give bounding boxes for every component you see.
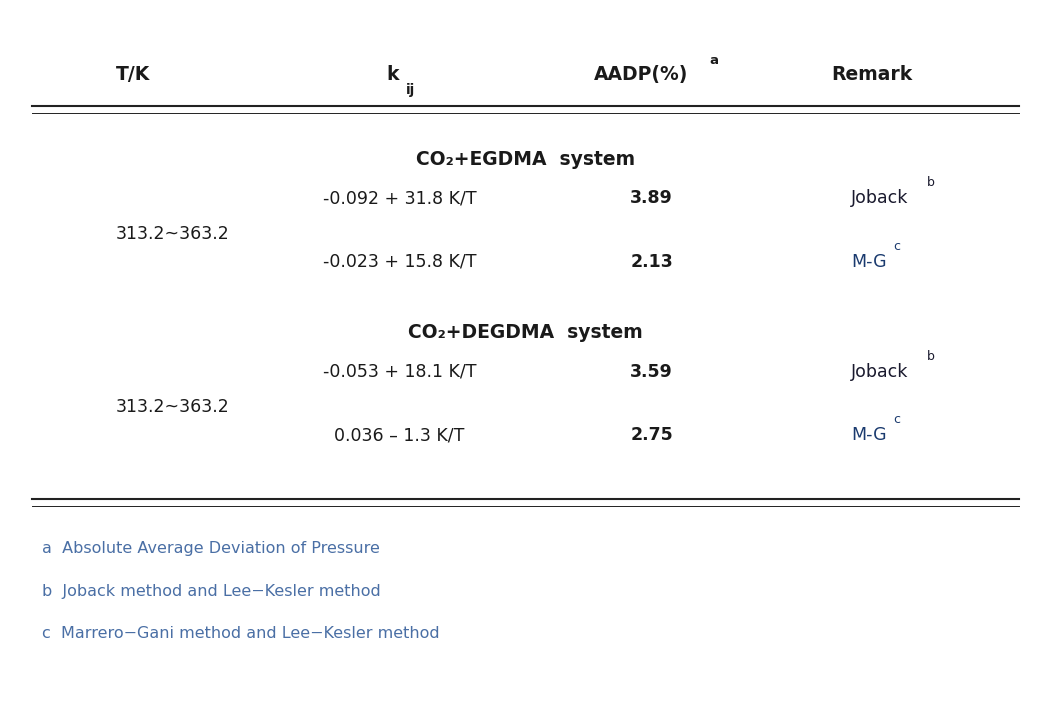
Text: 313.2~363.2: 313.2~363.2	[116, 224, 229, 243]
Text: b: b	[927, 176, 934, 189]
Text: Joback: Joback	[851, 362, 909, 381]
Text: 2.75: 2.75	[631, 426, 673, 445]
Text: a: a	[709, 54, 719, 67]
Text: -0.092 + 31.8 K/T: -0.092 + 31.8 K/T	[323, 189, 476, 207]
Text: T/K: T/K	[116, 65, 150, 84]
Text: 2.13: 2.13	[631, 253, 673, 271]
Text: 3.89: 3.89	[631, 189, 673, 207]
Text: b  Joback method and Lee−Kesler method: b Joback method and Lee−Kesler method	[42, 583, 380, 599]
Text: 313.2~363.2: 313.2~363.2	[116, 398, 229, 416]
Text: AADP(%): AADP(%)	[594, 65, 688, 84]
Text: M-G: M-G	[851, 253, 887, 271]
Text: k: k	[387, 65, 399, 84]
Text: b: b	[927, 350, 934, 362]
Text: ij: ij	[406, 83, 415, 97]
Text: Joback: Joback	[851, 189, 909, 207]
Text: -0.053 + 18.1 K/T: -0.053 + 18.1 K/T	[323, 362, 476, 381]
Text: c: c	[893, 413, 901, 426]
Text: a  Absolute Average Deviation of Pressure: a Absolute Average Deviation of Pressure	[42, 541, 379, 556]
Text: c: c	[893, 240, 901, 253]
Text: CO₂+DEGDMA  system: CO₂+DEGDMA system	[408, 324, 643, 342]
Text: 0.036 – 1.3 K/T: 0.036 – 1.3 K/T	[334, 426, 465, 445]
Text: Remark: Remark	[831, 65, 913, 84]
Text: -0.023 + 15.8 K/T: -0.023 + 15.8 K/T	[323, 253, 476, 271]
Text: M-G: M-G	[851, 426, 887, 445]
Text: c  Marrero−Gani method and Lee−Kesler method: c Marrero−Gani method and Lee−Kesler met…	[42, 626, 439, 641]
Text: CO₂+EGDMA  system: CO₂+EGDMA system	[416, 150, 635, 169]
Text: 3.59: 3.59	[631, 362, 673, 381]
